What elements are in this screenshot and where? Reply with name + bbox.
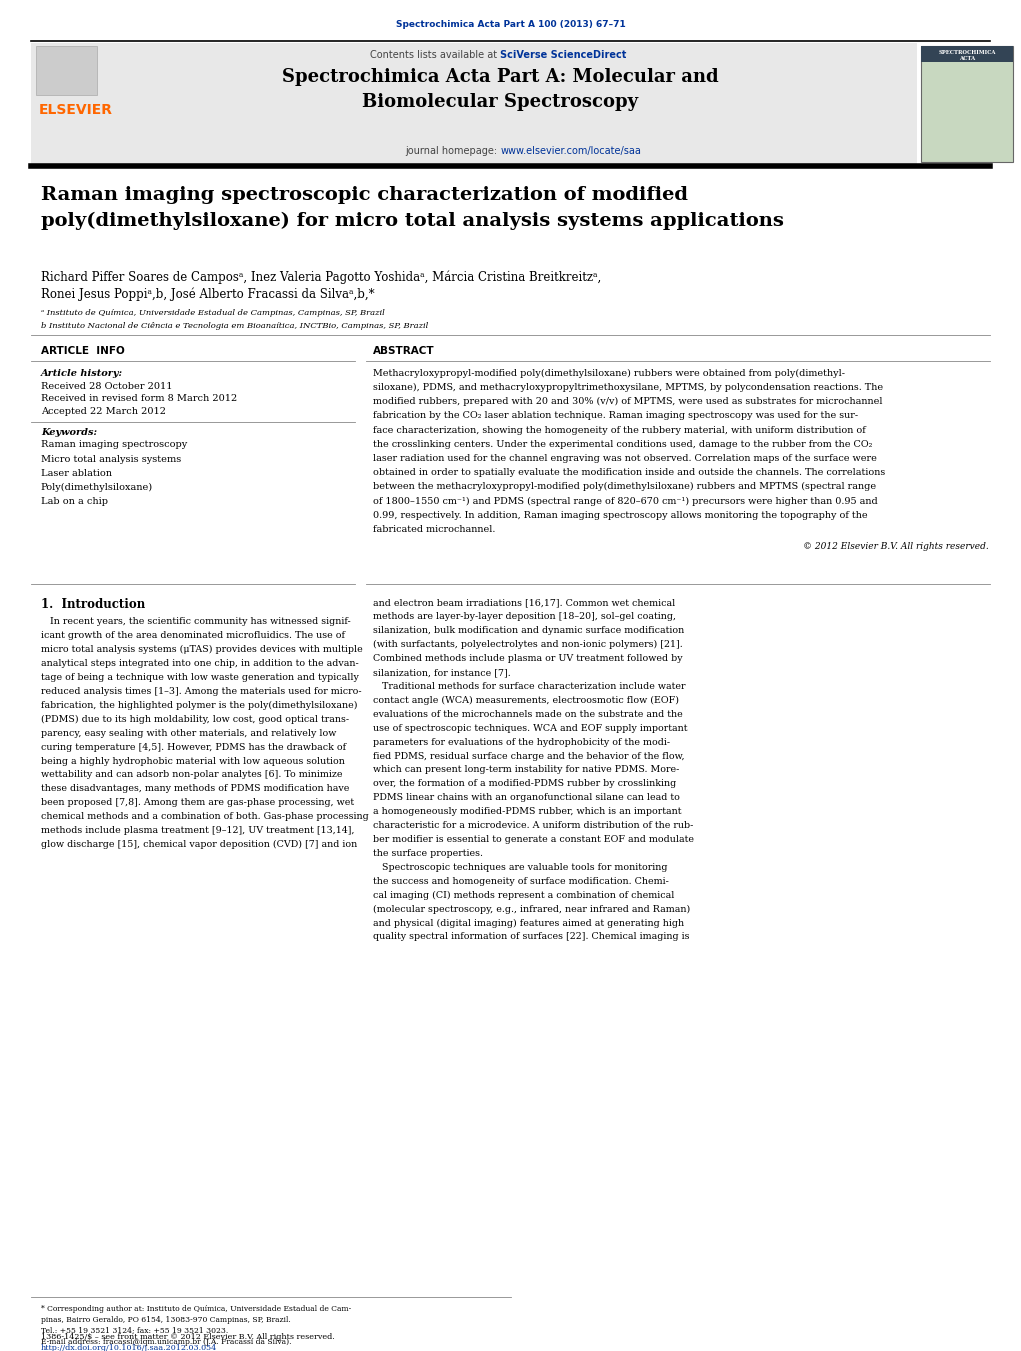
Text: (PDMS) due to its high moldability, low cost, good optical trans-: (PDMS) due to its high moldability, low … [41, 715, 349, 724]
Text: (molecular spectroscopy, e.g., infrared, near infrared and Raman): (molecular spectroscopy, e.g., infrared,… [373, 905, 690, 913]
Text: siloxane), PDMS, and methacryloxypropyltrimethoxysilane, MPTMS, by polycondensat: siloxane), PDMS, and methacryloxypropylt… [373, 384, 883, 392]
Text: silanization, for instance [7].: silanization, for instance [7]. [373, 667, 510, 677]
Text: Laser ablation: Laser ablation [41, 469, 112, 478]
Text: micro total analysis systems (μTAS) provides devices with multiple: micro total analysis systems (μTAS) prov… [41, 646, 362, 654]
Text: ᵃ Instituto de Química, Universidade Estadual de Campinas, Campinas, SP, Brazil: ᵃ Instituto de Química, Universidade Est… [41, 309, 385, 317]
Bar [921, 46, 1013, 162]
Text: over, the formation of a modified-PDMS rubber by crosslinking: over, the formation of a modified-PDMS r… [373, 780, 676, 789]
Text: and electron beam irradiations [16,17]. Common wet chemical: and electron beam irradiations [16,17]. … [373, 598, 675, 608]
Text: http://dx.doi.org/10.1016/j.saa.2012.03.054: http://dx.doi.org/10.1016/j.saa.2012.03.… [41, 1344, 217, 1351]
Text: Keywords:: Keywords: [41, 428, 97, 438]
Text: 1386-1425/$ – see front matter © 2012 Elsevier B.V. All rights reserved.: 1386-1425/$ – see front matter © 2012 El… [41, 1333, 335, 1342]
Text: parameters for evaluations of the hydrophobicity of the modi-: parameters for evaluations of the hydrop… [373, 738, 670, 747]
Text: 1.  Introduction: 1. Introduction [41, 598, 145, 612]
Text: ARTICLE  INFO: ARTICLE INFO [41, 346, 125, 355]
Text: and physical (digital imaging) features aimed at generating high: and physical (digital imaging) features … [373, 919, 684, 928]
Text: Ronei Jesus Poppiᵃ,b, José Alberto Fracassi da Silvaᵃ,b,*: Ronei Jesus Poppiᵃ,b, José Alberto Fraca… [41, 288, 375, 301]
Text: curing temperature [4,5]. However, PDMS has the drawback of: curing temperature [4,5]. However, PDMS … [41, 743, 346, 751]
Text: 0.99, respectively. In addition, Raman imaging spectroscopy allows monitoring th: 0.99, respectively. In addition, Raman i… [373, 511, 867, 520]
Text: parency, easy sealing with other materials, and relatively low: parency, easy sealing with other materia… [41, 728, 336, 738]
Text: Methacryloxypropyl-modified poly(dimethylsiloxane) rubbers were obtained from po: Methacryloxypropyl-modified poly(dimethy… [373, 369, 844, 378]
Text: (with surfactants, polyelectrolytes and non-ionic polymers) [21].: (with surfactants, polyelectrolytes and … [373, 640, 682, 650]
Text: Lab on a chip: Lab on a chip [41, 497, 108, 507]
Text: Richard Piffer Soares de Camposᵃ, Inez Valeria Pagotto Yoshidaᵃ, Márcia Cristina: Richard Piffer Soares de Camposᵃ, Inez V… [41, 270, 601, 284]
Text: Received 28 October 2011: Received 28 October 2011 [41, 382, 173, 392]
Text: cal imaging (CI) methods represent a combination of chemical: cal imaging (CI) methods represent a com… [373, 890, 674, 900]
Text: SciVerse ScienceDirect: SciVerse ScienceDirect [500, 50, 627, 59]
Text: silanization, bulk modification and dynamic surface modification: silanization, bulk modification and dyna… [373, 627, 684, 635]
Text: Raman imaging spectroscopy: Raman imaging spectroscopy [41, 440, 187, 450]
Text: evaluations of the microchannels made on the substrate and the: evaluations of the microchannels made on… [373, 709, 682, 719]
Text: of 1800–1550 cm⁻¹) and PDMS (spectral range of 820–670 cm⁻¹) precursors were hig: of 1800–1550 cm⁻¹) and PDMS (spectral ra… [373, 496, 877, 505]
Text: which can present long-term instability for native PDMS. More-: which can present long-term instability … [373, 766, 679, 774]
Text: ABSTRACT: ABSTRACT [373, 346, 434, 355]
Text: fabrication by the CO₂ laser ablation technique. Raman imaging spectroscopy was : fabrication by the CO₂ laser ablation te… [373, 411, 858, 420]
Text: quality spectral information of surfaces [22]. Chemical imaging is: quality spectral information of surfaces… [373, 932, 689, 942]
Text: the success and homogeneity of surface modification. Chemi-: the success and homogeneity of surface m… [373, 877, 669, 886]
Text: SPECTROCHIMICA
ACTA: SPECTROCHIMICA ACTA [938, 50, 995, 61]
Text: laser radiation used for the channel engraving was not observed. Correlation map: laser radiation used for the channel eng… [373, 454, 877, 463]
Text: Accepted 22 March 2012: Accepted 22 March 2012 [41, 407, 165, 416]
Text: tage of being a technique with low waste generation and typically: tage of being a technique with low waste… [41, 673, 358, 682]
Text: a homogeneously modified-PDMS rubber, which is an important: a homogeneously modified-PDMS rubber, wh… [373, 807, 681, 816]
Text: between the methacryloxypropyl-modified poly(dimethylsiloxane) rubbers and MPTMS: between the methacryloxypropyl-modified … [373, 482, 876, 492]
Text: these disadvantages, many methods of PDMS modification have: these disadvantages, many methods of PDM… [41, 785, 349, 793]
Text: the surface properties.: the surface properties. [373, 848, 483, 858]
Text: Spectrochimica Acta Part A: Molecular and
Biomolecular Spectroscopy: Spectrochimica Acta Part A: Molecular an… [282, 68, 719, 111]
Text: fied PDMS, residual surface charge and the behavior of the flow,: fied PDMS, residual surface charge and t… [373, 751, 684, 761]
Text: contact angle (WCA) measurements, electroosmotic flow (EOF): contact angle (WCA) measurements, electr… [373, 696, 679, 705]
Text: analytical steps integrated into one chip, in addition to the advan-: analytical steps integrated into one chi… [41, 659, 358, 669]
Text: characteristic for a microdevice. A uniform distribution of the rub-: characteristic for a microdevice. A unif… [373, 821, 693, 830]
Bar [921, 46, 1013, 62]
Text: ELSEVIER: ELSEVIER [39, 103, 112, 116]
Text: Raman imaging spectroscopic characterization of modified
poly(dimethylsiloxane) : Raman imaging spectroscopic characteriza… [41, 186, 784, 230]
Text: obtained in order to spatially evaluate the modification inside and outside the : obtained in order to spatially evaluate … [373, 467, 885, 477]
Text: glow discharge [15], chemical vapor deposition (CVD) [7] and ion: glow discharge [15], chemical vapor depo… [41, 840, 357, 850]
Text: face characterization, showing the homogeneity of the rubbery material, with uni: face characterization, showing the homog… [373, 426, 866, 435]
Text: fabricated microchannel.: fabricated microchannel. [373, 524, 495, 534]
Text: Received in revised form 8 March 2012: Received in revised form 8 March 2012 [41, 394, 237, 404]
Text: PDMS linear chains with an organofunctional silane can lead to: PDMS linear chains with an organofunctio… [373, 793, 680, 802]
Text: wettability and can adsorb non-polar analytes [6]. To minimize: wettability and can adsorb non-polar ana… [41, 770, 342, 780]
Text: modified rubbers, prepared with 20 and 30% (v/v) of MPTMS, were used as substrat: modified rubbers, prepared with 20 and 3… [373, 397, 882, 407]
Bar [36, 46, 97, 95]
Text: been proposed [7,8]. Among them are gas-phase processing, wet: been proposed [7,8]. Among them are gas-… [41, 798, 354, 808]
Text: Combined methods include plasma or UV treatment followed by: Combined methods include plasma or UV tr… [373, 654, 682, 663]
Text: Spectroscopic techniques are valuable tools for monitoring: Spectroscopic techniques are valuable to… [373, 863, 667, 871]
Text: Micro total analysis systems: Micro total analysis systems [41, 454, 181, 463]
Text: ber modifier is essential to generate a constant EOF and modulate: ber modifier is essential to generate a … [373, 835, 693, 844]
Text: * Corresponding author at: Instituto de Química, Universidade Estadual de Cam-
p: * Corresponding author at: Instituto de … [41, 1305, 351, 1346]
Text: fabrication, the highlighted polymer is the poly(dimethylsiloxane): fabrication, the highlighted polymer is … [41, 701, 357, 711]
Text: Spectrochimica Acta Part A 100 (2013) 67–71: Spectrochimica Acta Part A 100 (2013) 67… [395, 20, 626, 30]
Text: methods include plasma treatment [9–12], UV treatment [13,14],: methods include plasma treatment [9–12],… [41, 825, 354, 835]
Text: the crosslinking centers. Under the experimental conditions used, damage to the : the crosslinking centers. Under the expe… [373, 439, 872, 449]
Text: being a highly hydrophobic material with low aqueous solution: being a highly hydrophobic material with… [41, 757, 345, 766]
Text: Traditional methods for surface characterization include water: Traditional methods for surface characte… [373, 682, 685, 690]
Text: reduced analysis times [1–3]. Among the materials used for micro-: reduced analysis times [1–3]. Among the … [41, 686, 361, 696]
Text: © 2012 Elsevier B.V. All rights reserved.: © 2012 Elsevier B.V. All rights reserved… [803, 542, 988, 551]
Text: use of spectroscopic techniques. WCA and EOF supply important: use of spectroscopic techniques. WCA and… [373, 724, 687, 732]
Bar [31, 43, 917, 165]
Text: Poly(dimethylsiloxane): Poly(dimethylsiloxane) [41, 482, 153, 492]
Text: icant growth of the area denominated microfluidics. The use of: icant growth of the area denominated mic… [41, 631, 345, 640]
Text: chemical methods and a combination of both. Gas-phase processing: chemical methods and a combination of bo… [41, 812, 369, 821]
Text: Contents lists available at: Contents lists available at [370, 50, 500, 59]
Text: Article history:: Article history: [41, 369, 123, 378]
Text: journal homepage:: journal homepage: [405, 146, 500, 155]
Text: methods are layer-by-layer deposition [18–20], sol–gel coating,: methods are layer-by-layer deposition [1… [373, 612, 676, 621]
Text: b Instituto Nacional de Ciência e Tecnologia em Bioanaítica, INCTBio, Campinas, : b Instituto Nacional de Ciência e Tecnol… [41, 322, 428, 330]
Text: www.elsevier.com/locate/saa: www.elsevier.com/locate/saa [500, 146, 641, 155]
Text: In recent years, the scientific community has witnessed signif-: In recent years, the scientific communit… [41, 617, 350, 627]
